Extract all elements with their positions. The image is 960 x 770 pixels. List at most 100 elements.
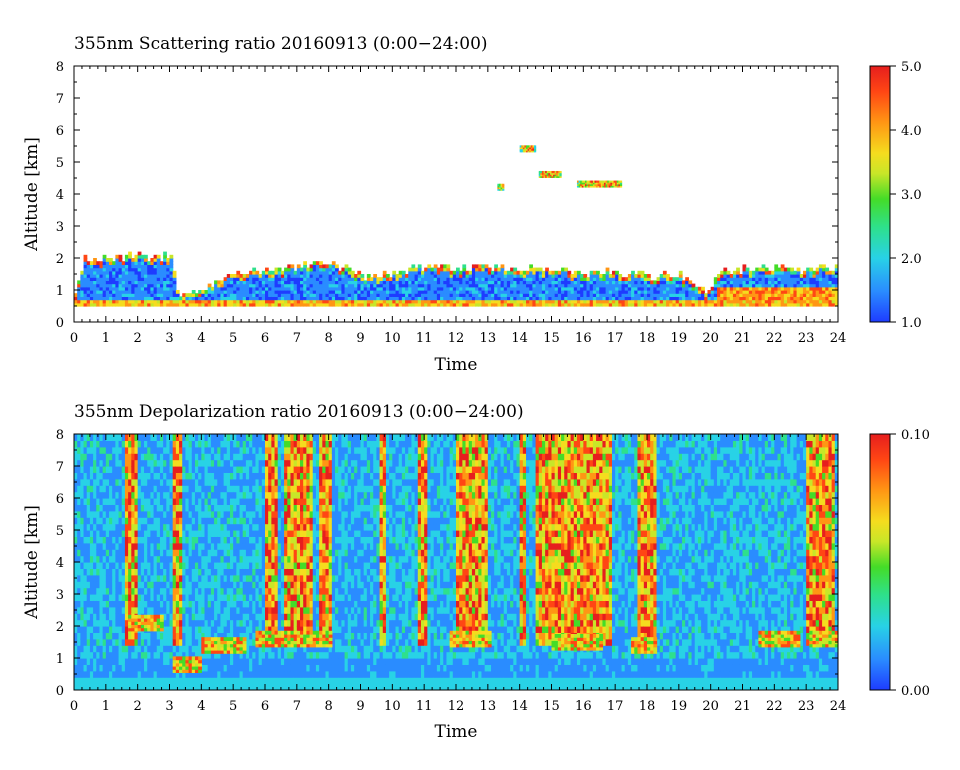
heatmap-cell — [573, 270, 578, 275]
heatmap-cell — [109, 270, 113, 275]
heatmap-cell — [156, 277, 161, 281]
heatmap-cell — [182, 613, 187, 621]
heatmap-cell — [723, 302, 728, 307]
heatmap-cell — [548, 274, 553, 278]
heatmap-cell — [74, 536, 78, 544]
heatmap-cell — [191, 626, 196, 633]
heatmap-cell — [417, 270, 422, 275]
heatmap-cell — [153, 299, 158, 304]
heatmap-cell — [169, 523, 174, 531]
heatmap-cell — [395, 283, 400, 288]
cloud-cell — [599, 183, 602, 186]
heatmap-cell — [137, 472, 142, 480]
heatmap-cell — [124, 619, 129, 627]
heatmap-cell — [583, 286, 588, 291]
heatmap-cell — [790, 270, 795, 275]
heatmap-cell — [691, 302, 696, 307]
heatmap-cell — [89, 670, 94, 678]
heatmap-cell — [128, 651, 132, 659]
heatmap-cell — [102, 645, 107, 653]
cloud-cell — [616, 180, 619, 183]
heatmap-cell — [179, 594, 183, 601]
heatmap-cell — [414, 280, 419, 285]
heatmap-cell — [150, 299, 155, 304]
heatmap-cell — [344, 299, 349, 304]
heatmap-cell — [134, 645, 139, 653]
heatmap-cell — [761, 286, 766, 291]
heatmap-cell — [175, 600, 180, 608]
heatmap-cell — [93, 453, 97, 461]
heatmap-cell — [198, 626, 202, 633]
heatmap-cell — [112, 530, 116, 537]
heatmap-cell — [242, 280, 247, 285]
heatmap-cell — [74, 530, 78, 537]
heatmap-cell — [185, 523, 190, 531]
heatmap-cell — [290, 293, 295, 297]
heatmap-cell — [459, 302, 463, 307]
heatmap-cell — [331, 299, 336, 304]
cloud-cell — [533, 150, 537, 153]
heatmap-cell — [144, 523, 148, 531]
heatmap-cell — [147, 587, 151, 595]
heatmap-cell — [736, 296, 740, 301]
heatmap-cell — [137, 434, 142, 441]
heatmap-cell — [300, 290, 304, 294]
heatmap-cell — [287, 302, 292, 307]
heatmap-cell — [191, 562, 196, 569]
heatmap-cell — [93, 293, 97, 297]
heatmap-cell — [802, 274, 807, 278]
x-tick-label: 13 — [480, 331, 497, 346]
heatmap-cell — [147, 523, 151, 531]
heatmap-cell — [446, 286, 451, 291]
heatmap-cell — [210, 677, 215, 685]
heatmap-cell — [802, 296, 807, 301]
heatmap-cell — [545, 286, 549, 291]
heatmap-cell — [411, 277, 416, 281]
heatmap-cell — [74, 523, 78, 531]
heatmap-cell — [147, 645, 151, 653]
heatmap-cell — [354, 277, 358, 281]
heatmap-cell — [430, 290, 435, 294]
heatmap-cell — [124, 549, 129, 557]
heatmap-cell — [128, 446, 132, 454]
heatmap-cell — [214, 555, 218, 563]
heatmap-cell — [166, 293, 171, 297]
heatmap-cell — [172, 286, 177, 291]
heatmap-cell — [150, 562, 155, 569]
heatmap-cell — [134, 670, 139, 678]
heatmap-cell — [802, 270, 807, 275]
heatmap-cell — [545, 296, 549, 301]
heatmap-cell — [583, 274, 588, 278]
cloud-cell — [554, 175, 557, 178]
heatmap-cell — [128, 510, 132, 518]
heatmap-cell — [666, 286, 670, 291]
heatmap-cell — [131, 600, 136, 608]
heatmap-cell — [169, 664, 174, 672]
heatmap-cell — [188, 491, 193, 499]
x-tick-label: 12 — [448, 331, 465, 346]
heatmap-cell — [790, 274, 795, 278]
heatmap-cell — [284, 293, 288, 297]
heatmap-cell — [220, 286, 225, 291]
heatmap-cell — [290, 267, 295, 272]
heatmap-cell — [341, 283, 346, 288]
heatmap-cell — [411, 283, 416, 288]
heatmap-cell — [77, 453, 81, 461]
heatmap-cell — [459, 290, 463, 294]
heatmap-cell — [271, 293, 276, 297]
heatmap-cell — [83, 677, 88, 685]
heatmap-cell — [280, 286, 285, 291]
heatmap-cell — [99, 638, 104, 646]
heatmap-cell — [194, 459, 199, 467]
heatmap-cell — [109, 542, 113, 550]
heatmap-cell — [185, 645, 190, 653]
heatmap-cell — [83, 290, 88, 294]
heatmap-cell — [172, 555, 177, 563]
heatmap-cell — [650, 296, 654, 301]
heatmap-cell — [694, 302, 699, 307]
heatmap-cell — [137, 645, 142, 653]
heatmap-cell — [551, 290, 556, 294]
x-tick-label: 19 — [671, 331, 688, 346]
cloud-cell — [583, 180, 586, 183]
heatmap-cell — [586, 302, 591, 307]
